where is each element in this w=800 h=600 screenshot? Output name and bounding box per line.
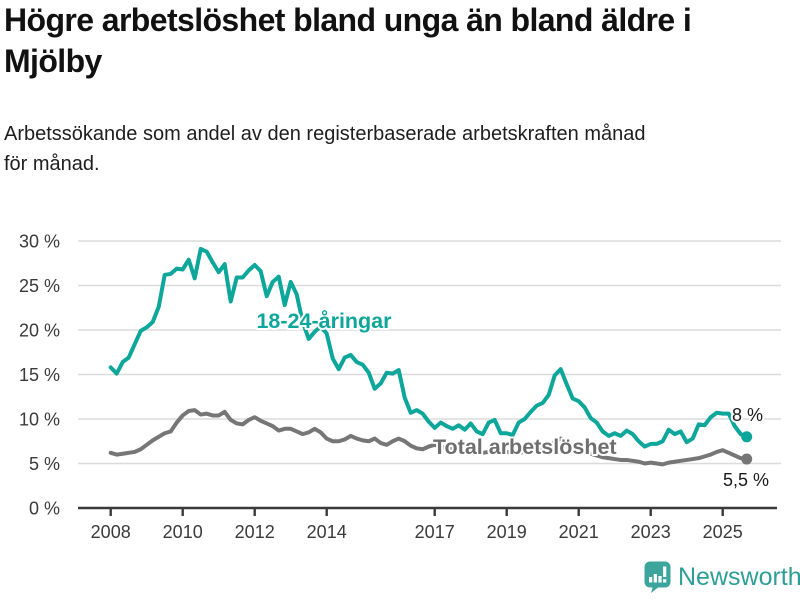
svg-text:15 %: 15 %: [19, 365, 60, 385]
series-end-dot: [741, 431, 753, 443]
bar-chart-glyph: [649, 566, 667, 583]
chart-annotation: 8 %: [732, 405, 763, 425]
svg-text:5 %: 5 %: [29, 454, 60, 474]
chart-subtitle-line2: för månad.: [4, 153, 100, 175]
svg-text:2012: 2012: [235, 522, 275, 542]
chart-subtitle-line1: Arbetssökande som andel av den registerb…: [4, 123, 646, 145]
chart-subtitle: Arbetssökande som andel av den registerb…: [4, 119, 784, 179]
gridlines: [78, 240, 781, 465]
svg-text:20 %: 20 %: [19, 321, 60, 341]
newsworthy-logo-text: Newsworthy: [678, 563, 800, 591]
y-axis-labels: 0 % 5 % 10 % 15 % 20 % 25 % 30 %: [19, 232, 60, 519]
svg-text:2021: 2021: [559, 522, 599, 542]
chart-annotation: 5,5 %: [723, 470, 769, 490]
svg-text:2019: 2019: [487, 522, 527, 542]
svg-text:30 %: 30 %: [19, 232, 60, 252]
page-title-line1: Högre arbetslöshet bland unga än bland ä…: [4, 2, 692, 38]
series-18-24-åringar: [108, 247, 753, 449]
svg-text:2023: 2023: [631, 522, 671, 542]
x-axis: 2008 2010 2012 2014 2017 2019 2021 2023 2025: [78, 506, 777, 542]
newsworthy-logo-icon: [644, 561, 671, 593]
svg-text:2010: 2010: [163, 522, 203, 542]
chart-annotation: Total arbetslöshet: [433, 435, 617, 459]
chart-annotation: 18-24-åringar: [256, 309, 392, 333]
page-title: Högre arbetslöshet bland unga än bland ä…: [4, 0, 796, 82]
newsworthy-logo: Newsworthy: [644, 561, 800, 593]
svg-text:2017: 2017: [415, 522, 455, 542]
svg-text:25 %: 25 %: [19, 276, 60, 296]
series-Total arbetslöshet: [108, 408, 753, 467]
page-title-line2: Mjölby: [4, 43, 102, 79]
speech-bubble-shape: [644, 561, 671, 593]
series-end-dot: [741, 453, 753, 465]
svg-text:10 %: 10 %: [19, 410, 60, 430]
svg-text:2014: 2014: [307, 522, 347, 542]
svg-text:2008: 2008: [91, 522, 131, 542]
svg-text:2025: 2025: [703, 522, 743, 542]
svg-text:0 %: 0 %: [29, 499, 60, 519]
